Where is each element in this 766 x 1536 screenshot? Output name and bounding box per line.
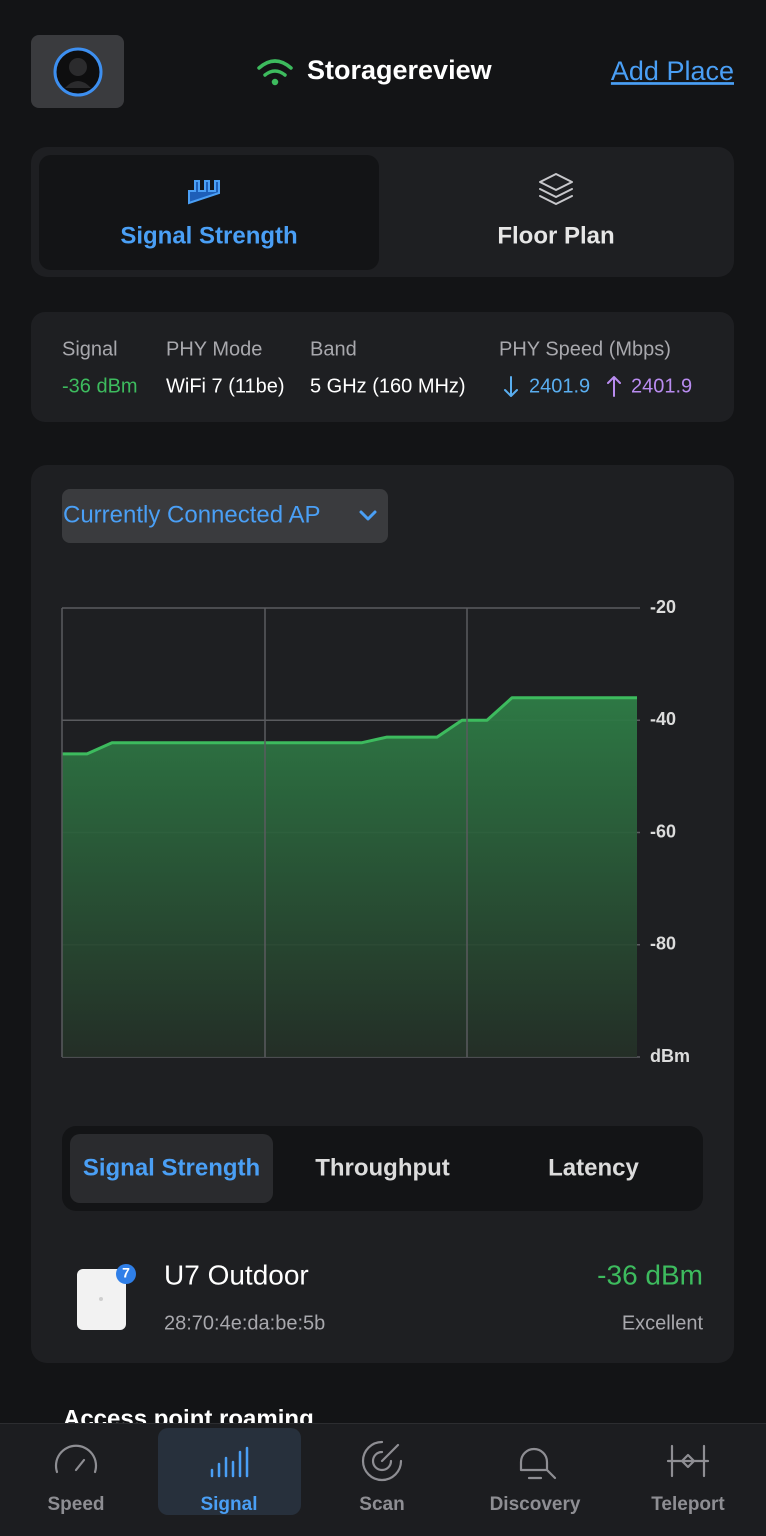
download-arrow	[504, 376, 518, 397]
nav-label[interactable]: Teleport	[651, 1494, 725, 1515]
metric-tab[interactable]	[70, 1134, 273, 1203]
signal-area	[62, 697, 637, 1057]
view-tab-label: Signal Strength	[120, 222, 297, 249]
upload-arrow	[607, 376, 621, 397]
avatar-head	[69, 58, 87, 76]
y-tick-label: dBm	[650, 1046, 690, 1066]
device-badge	[116, 1264, 136, 1284]
download-speed: 2401.9	[529, 375, 590, 397]
nav-label[interactable]: Scan	[359, 1494, 404, 1515]
nav-selected-bg	[158, 1428, 301, 1515]
ap-dropdown[interactable]	[62, 489, 388, 543]
device-quality: Excellent	[622, 1312, 704, 1334]
avatar-body	[65, 81, 91, 88]
place-title: Storagereview	[307, 55, 493, 85]
add-place-link[interactable]: Add Place	[611, 56, 734, 86]
connection-card	[31, 312, 734, 422]
info-value: WiFi 7 (11be)	[166, 375, 285, 397]
metric-tab-label: Throughput	[315, 1154, 450, 1181]
view-tab-label: Floor Plan	[497, 222, 614, 249]
info-label: Signal	[62, 338, 118, 360]
nav-icon	[519, 1447, 557, 1480]
info-value: 5 GHz (160 MHz)	[310, 375, 466, 397]
layers-icon	[539, 173, 573, 205]
nav-icon	[54, 1444, 98, 1474]
view-tab[interactable]	[386, 155, 726, 270]
device-led	[99, 1297, 103, 1301]
metric-tab-label: Signal Strength	[83, 1154, 260, 1181]
info-label: Band	[310, 338, 357, 360]
chart-vertical-grid	[61, 608, 468, 1057]
metric-tab-label: Latency	[548, 1154, 639, 1181]
dropdown-chevron	[359, 510, 377, 521]
info-label: PHY Speed (Mbps)	[499, 338, 671, 360]
y-tick-label: -20	[650, 597, 676, 617]
device-name: U7 Outdoor	[164, 1259, 309, 1290]
wifi-icon	[257, 59, 293, 86]
nav-label[interactable]: Signal	[200, 1494, 257, 1515]
device-mac: 28:70:4e:da:be:5b	[164, 1312, 325, 1334]
info-label: PHY Mode	[166, 338, 262, 360]
device-signal: -36 dBm	[597, 1259, 703, 1290]
device-badge-label: 7	[122, 1265, 130, 1281]
nav-label[interactable]: Discovery	[490, 1494, 581, 1515]
y-tick-label: -80	[650, 934, 676, 954]
y-tick-label: -40	[650, 709, 676, 729]
y-tick-label: -60	[650, 821, 676, 841]
nav-icon	[361, 1440, 403, 1482]
info-value: -36 dBm	[62, 375, 138, 397]
signal-line	[62, 696, 637, 756]
nav-icon	[666, 1444, 710, 1478]
ap-dropdown-label: Currently Connected AP	[63, 501, 320, 528]
signal-icon	[188, 180, 220, 205]
view-tab[interactable]	[39, 155, 379, 270]
upload-speed: 2401.9	[631, 375, 692, 397]
nav-label[interactable]: Speed	[47, 1494, 104, 1515]
nav-icon	[210, 1446, 249, 1478]
